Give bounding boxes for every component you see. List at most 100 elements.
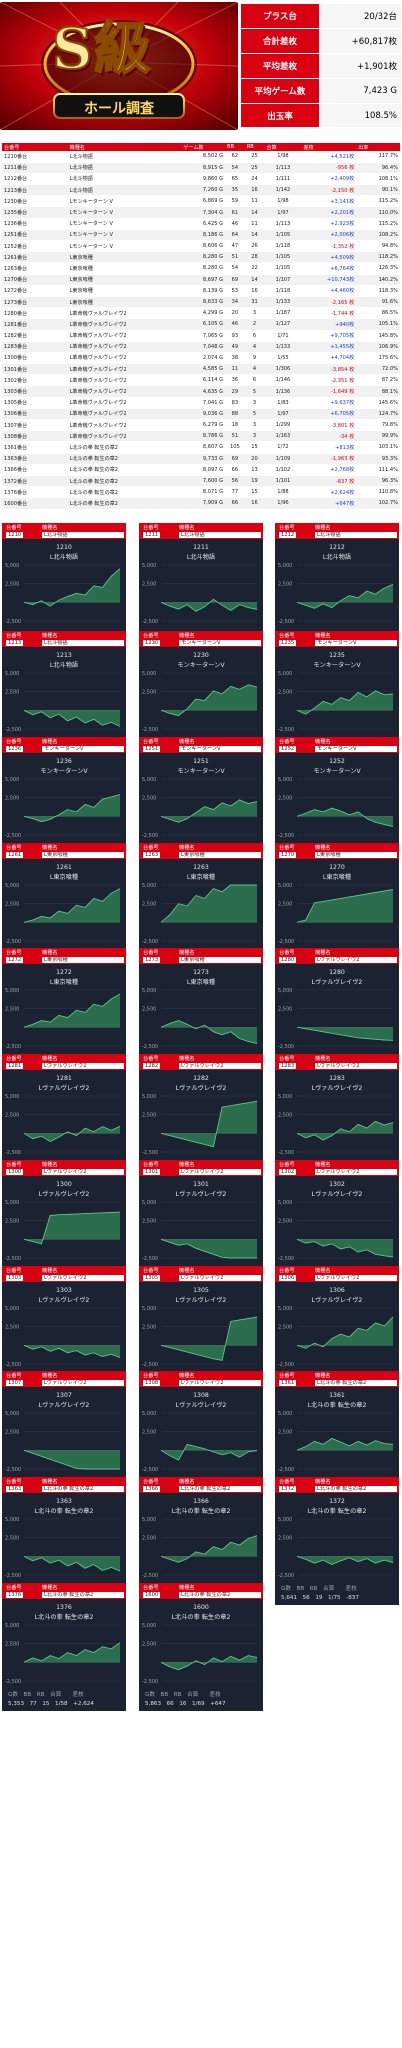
machine-number-label: 台番号 <box>6 950 22 956</box>
table-cell: 1/136 <box>264 385 302 398</box>
table-cell: 8,280 G <box>181 251 226 264</box>
table-cell: 1283番台 <box>2 341 68 353</box>
table-cell: 38 <box>225 352 245 365</box>
y-tick-label: 5,000 <box>142 563 156 569</box>
balance-graph: 5,000 2,500 -2,500 <box>278 988 394 1050</box>
table-cell: -2,165 枚 <box>301 296 357 309</box>
balance-line <box>23 709 121 727</box>
table-row[interactable]: 1302番台 L革命機ヴァルヴレイヴ2 6,114 G 36 6 1/146 -2,351 … <box>2 374 400 387</box>
table-row[interactable]: 1283番台 L革命機ヴァルヴレイヴ2 7,048 G 49 4 1/133 +1,455枚… <box>2 341 400 353</box>
machine-name: L北斗の拳 転生の章2 <box>179 1591 261 1598</box>
table-cell: -1,744 枚 <box>301 307 357 320</box>
table-row[interactable]: 1306番台 L革命機ヴァルヴレイヴ2 9,036 G 88 5 1/97 +6,705枚 1… <box>2 408 400 421</box>
y-tick-label: 5,000 <box>278 883 292 889</box>
table-row[interactable]: 1273番台 L東京喰種 8,633 G 34 31 1/133 -2,165 枚 91.6% <box>2 296 400 309</box>
machine-number-label: 台番号 <box>143 739 159 745</box>
table-cell: 64 <box>225 229 245 242</box>
table-cell: 36 <box>225 374 245 387</box>
table-cell: Lモンキーターン V <box>67 218 182 230</box>
table-row[interactable]: 1210番台 L北斗物語 8,502 G 62 25 1/98 +4,521枚 117.7% <box>2 151 400 163</box>
table-cell: 1282番台 <box>2 330 68 342</box>
machine-number: 1372 <box>279 1485 297 1492</box>
table-cell: 108.1% <box>356 173 400 186</box>
summary-value: +1,901枚 <box>319 53 401 79</box>
table-row[interactable]: 1376番台 L北斗の拳 転生の章2 8,071 G 77 15 1/88 +2,624枚 1… <box>2 486 400 499</box>
table-row[interactable]: 1230番台 Lモンキーターン V 6,869 G 59 11 1/98 +3,141枚 11… <box>2 195 400 208</box>
machine-number: 1366 <box>143 1485 161 1492</box>
graph-card[interactable]: 台番号 機種名 1600 L北斗の拳 転生の章2 1600 L北斗の拳 転生の章2 5,00… <box>139 1583 263 1711</box>
machine-name: モンキーターンV <box>179 639 261 646</box>
graph-machine-number: 1308 <box>193 1392 209 1399</box>
card-header: 台番号 機種名 1307 Lヴァルヴレイヴ2 <box>2 1371 126 1387</box>
table-row[interactable]: 1307番台 L革命機ヴァルヴレイヴ2 6,279 G 18 3 1/299 -3,801 … <box>2 419 400 432</box>
table-cell: L北斗の拳 転生の章2 <box>67 497 182 510</box>
table-row[interactable]: 1270番台 L東京喰種 8,697 G 69 14 1/107 +10,743枚 140.2… <box>2 274 400 286</box>
table-row[interactable]: 1366番台 L北斗の拳 転生の章2 8,097 G 66 13 1/102 +2,768枚… <box>2 464 400 476</box>
table-row[interactable]: 1263番台 L東京喰種 8,280 G 54 22 1/105 +6,764枚 126.3% <box>2 262 400 275</box>
table-row[interactable]: 1272番台 L東京喰種 8,139 G 53 16 1/118 +4,460枚 118.3% <box>2 285 400 297</box>
table-row[interactable]: 1300番台 L革命機ヴァルヴレイヴ2 2,074 G 38 9 1/55 +4,704枚 1… <box>2 352 400 365</box>
table-cell: 16 <box>244 285 265 297</box>
column-header: BB <box>225 143 245 151</box>
table-row[interactable]: 1363番台 L北斗の拳 転生の章2 9,733 G 69 20 1/109 -1,963 … <box>2 453 400 465</box>
table-cell: 8,186 G <box>181 229 226 242</box>
table-row[interactable]: 1308番台 L革命機ヴァルヴレイヴ2 8,786 G 51 3 1/163 -34 枚 99… <box>2 430 400 443</box>
machine-number-label: 台番号 <box>143 1268 159 1274</box>
y-tick-label: 5,000 <box>5 1306 19 1312</box>
table-row[interactable]: 1361番台 L北斗の拳 転生の章2 8,607 G 105 15 1/72 +813枚 10… <box>2 441 400 454</box>
table-cell: 62 <box>225 151 245 163</box>
machine-name-label: 機種名 <box>315 525 331 531</box>
table-row[interactable]: 1280番台 L革命機ヴァルヴレイヴ2 4,299 G 20 3 1/187 -1,744 … <box>2 307 400 320</box>
table-cell: 1300番台 <box>2 352 68 365</box>
balance-graph: 5,000 2,500 -2,500 <box>5 1411 120 1473</box>
table-cell: 145.8% <box>356 330 400 342</box>
y-tick-label: 5,000 <box>142 1411 156 1417</box>
table-row[interactable]: 1600番台 L北斗の拳 転生の章2 7,909 G 66 16 1/96 +647枚 102… <box>2 497 400 510</box>
graph-machine-name: L北斗の拳 転生の章2 <box>34 1614 94 1621</box>
table-cell: 69 <box>225 274 245 286</box>
table-row[interactable]: 1305番台 L革命機ヴァルヴレイヴ2 7,041 G 83 3 1/83 +9,637枚 1… <box>2 397 400 409</box>
table-cell: 1/118 <box>264 240 302 253</box>
graph-card[interactable]: 台番号 機種名 1213 L北斗物語 1213 L北斗物語 5,000 2,500 -2,500… <box>2 631 126 759</box>
balance-line <box>296 690 394 715</box>
summary-row: プラス台 20/32台 <box>241 4 401 30</box>
graph-machine-name: モンキーターンV <box>40 768 88 775</box>
graph-machine-number: 1376 <box>56 1604 72 1611</box>
table-row[interactable]: 1212番台 L北斗物語 9,860 G 65 24 1/111 +2,409枚 108.1% <box>2 173 400 186</box>
table-row[interactable]: 1236番台 Lモンキーターン V 6,425 G 46 11 1/113 +2,923枚 1… <box>2 218 400 230</box>
table-row[interactable]: 1211番台 L北斗物語 8,915 G 54 25 1/113 -956 枚 96.4% <box>2 162 400 174</box>
y-tick-label: 5,000 <box>5 671 19 677</box>
table-cell: -956 枚 <box>301 162 357 174</box>
machine-name: Lヴァルヴレイヴ2 <box>315 956 397 963</box>
table-row[interactable]: 1261番台 L東京喰種 8,280 G 51 28 1/105 +4,509枚 118.2% <box>2 251 400 264</box>
machine-number-label: 台番号 <box>279 1056 295 1062</box>
y-tick-label: 5,000 <box>142 1306 156 1312</box>
table-row[interactable]: 1235番台 Lモンキーターン V 7,304 G 61 14 1/97 +2,201枚 11… <box>2 206 400 219</box>
card-header: 台番号 機種名 1282 Lヴァルヴレイヴ2 <box>139 1054 263 1070</box>
graph-card[interactable]: 台番号 機種名 1372 L北斗の拳 転生の章2 1372 L北斗の拳 転生の章2 5,00… <box>275 1477 399 1605</box>
table-row[interactable]: 1281番台 L革命機ヴァルヴレイヴ2 6,105 G 46 2 1/127 +940枚 10… <box>2 318 400 331</box>
card-header: 台番号 機種名 1211 L北斗物語 <box>139 523 263 539</box>
table-row[interactable]: 1282番台 L革命機ヴァルヴレイヴ2 7,065 G 93 6 1/71 +9,705枚 1… <box>2 330 400 342</box>
summary-label: プラス台 <box>241 4 319 30</box>
table-row[interactable]: 1251番台 Lモンキーターン V 8,186 G 64 14 1/105 +2,006枚 1… <box>2 229 400 242</box>
table-cell: 15 <box>244 441 265 454</box>
table-cell: 1280番台 <box>2 307 68 320</box>
machine-name: L北斗の拳 転生の章2 <box>42 1485 124 1492</box>
table-row[interactable]: 1252番台 Lモンキーターン V 8,606 G 47 26 1/118 -1,352 枚… <box>2 240 400 253</box>
table-cell: 66 <box>225 464 245 476</box>
card-header: 台番号 機種名 1600 L北斗の拳 転生の章2 <box>139 1583 263 1599</box>
table-row[interactable]: 1303番台 L革命機ヴァルヴレイヴ2 4,635 G 29 5 1/136 -1,649 … <box>2 385 400 398</box>
balance-graph: 5,000 2,500 -2,500 <box>142 1094 258 1156</box>
table-cell: 6,869 G <box>181 195 226 208</box>
graph-card[interactable]: 台番号 機種名 1376 L北斗の拳 転生の章2 1376 L北斗の拳 転生の章2 5,00… <box>2 1583 126 1711</box>
table-row[interactable]: 1213番台 L北斗物語 7,260 G 35 16 1/142 -2,150 枚 90.1% <box>2 184 400 197</box>
table-row[interactable]: 1301番台 L革命機ヴァルヴレイヴ2 4,585 G 11 4 1/306 -3,854 … <box>2 363 400 376</box>
machine-number-label: 台番号 <box>6 1056 22 1062</box>
table-cell: 11 <box>244 218 265 230</box>
graph-machine-number: 1366 <box>193 1498 209 1505</box>
table-cell: 14 <box>244 206 265 219</box>
table-cell: 86.5% <box>356 307 400 320</box>
table-cell: 8,139 G <box>181 285 226 297</box>
